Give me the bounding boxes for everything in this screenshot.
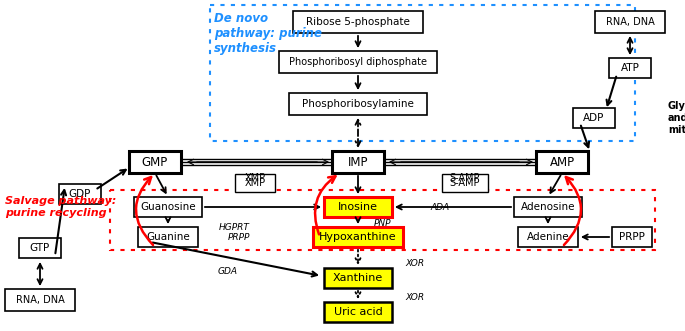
FancyBboxPatch shape — [573, 108, 615, 128]
FancyBboxPatch shape — [332, 151, 384, 173]
Text: Glycolysis
and/or
mitochondria: Glycolysis and/or mitochondria — [668, 101, 685, 135]
Text: GDA: GDA — [218, 267, 238, 276]
Text: Salvage pathway:
purine recycling: Salvage pathway: purine recycling — [5, 196, 116, 218]
FancyBboxPatch shape — [279, 51, 437, 73]
FancyBboxPatch shape — [313, 227, 403, 247]
Text: XOR: XOR — [405, 259, 424, 267]
FancyBboxPatch shape — [518, 227, 578, 247]
Text: Guanine: Guanine — [146, 232, 190, 242]
FancyBboxPatch shape — [5, 289, 75, 311]
FancyBboxPatch shape — [536, 151, 588, 173]
Text: Hypoxanthine: Hypoxanthine — [319, 232, 397, 242]
Text: PRPP: PRPP — [227, 233, 250, 243]
Text: XMP: XMP — [245, 173, 266, 183]
Text: RNA, DNA: RNA, DNA — [606, 17, 654, 27]
Text: PNP: PNP — [374, 219, 392, 228]
Text: S-AMP: S-AMP — [450, 178, 480, 188]
FancyBboxPatch shape — [59, 184, 101, 204]
FancyBboxPatch shape — [324, 268, 392, 288]
FancyBboxPatch shape — [289, 93, 427, 115]
Text: Adenosine: Adenosine — [521, 202, 575, 212]
Text: Guanosine: Guanosine — [140, 202, 196, 212]
Text: ATP: ATP — [621, 63, 639, 73]
Text: PRPP: PRPP — [619, 232, 645, 242]
Text: AMP: AMP — [549, 156, 575, 168]
Text: Adenine: Adenine — [527, 232, 569, 242]
Text: IMP: IMP — [348, 156, 369, 168]
FancyBboxPatch shape — [235, 174, 275, 192]
FancyBboxPatch shape — [612, 227, 652, 247]
FancyBboxPatch shape — [442, 174, 488, 192]
FancyBboxPatch shape — [138, 227, 198, 247]
Text: GDP: GDP — [68, 189, 91, 199]
Text: ADP: ADP — [584, 113, 605, 123]
FancyBboxPatch shape — [134, 197, 202, 217]
Text: HGPRT: HGPRT — [219, 223, 250, 232]
Text: Inosine: Inosine — [338, 202, 378, 212]
FancyBboxPatch shape — [19, 238, 61, 258]
Text: Phosphoribosylamine: Phosphoribosylamine — [302, 99, 414, 109]
Text: Phosphoribosyl diphosphate: Phosphoribosyl diphosphate — [289, 57, 427, 67]
Text: GMP: GMP — [142, 156, 168, 168]
FancyBboxPatch shape — [293, 11, 423, 33]
FancyBboxPatch shape — [514, 197, 582, 217]
Text: GTP: GTP — [30, 243, 50, 253]
Text: RNA, DNA: RNA, DNA — [16, 295, 64, 305]
Text: De novo
pathway: purine
synthesis: De novo pathway: purine synthesis — [214, 12, 322, 55]
Text: S-AMP: S-AMP — [450, 173, 480, 183]
Bar — [210, 5, 635, 141]
FancyBboxPatch shape — [324, 302, 392, 322]
FancyBboxPatch shape — [609, 58, 651, 78]
Bar — [110, 190, 655, 250]
Text: XOR: XOR — [405, 293, 424, 302]
Text: ADA: ADA — [430, 203, 449, 212]
Text: XMP: XMP — [245, 178, 266, 188]
Text: Ribose 5-phosphate: Ribose 5-phosphate — [306, 17, 410, 27]
FancyBboxPatch shape — [324, 197, 392, 217]
Text: Xanthine: Xanthine — [333, 273, 383, 283]
FancyBboxPatch shape — [129, 151, 181, 173]
FancyBboxPatch shape — [595, 11, 665, 33]
Text: Uric acid: Uric acid — [334, 307, 382, 317]
